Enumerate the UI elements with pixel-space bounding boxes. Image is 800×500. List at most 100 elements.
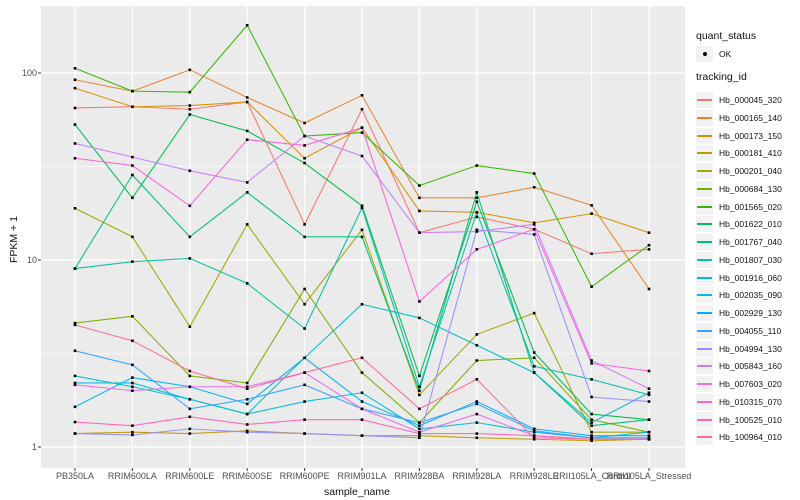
data-point [131,430,134,434]
x-tick-label: PB350LA [55,471,95,481]
legend-label: Hb_000684_130 [719,183,782,194]
legend-label: Hb_000165_140 [719,112,782,123]
data-point [245,191,249,194]
data-point [360,391,364,395]
data-point [245,381,249,385]
data-point [245,402,249,406]
data-point [532,429,536,433]
legend-key-swatch [696,216,713,233]
legend-key-swatch [696,163,713,179]
legend-key-swatch [696,429,713,446]
data-point [532,311,536,315]
data-point [532,430,536,434]
data-point [360,126,364,129]
x-tick-label: RRII105LA_Control [552,471,631,481]
data-point [303,432,306,435]
data-point [131,260,134,263]
legend-key-swatch [696,180,713,197]
data-point [360,107,364,111]
data-point [590,436,593,440]
data-point [590,424,593,427]
data-point [188,415,192,419]
legend-label: Hb_001565_020 [719,201,782,212]
legend-line-icon [697,152,712,155]
data-point [188,427,192,431]
data-point [73,207,77,210]
data-point [360,302,364,306]
data-point [532,221,536,225]
data-point [360,356,364,360]
legend-label: Hb_004055_110 [719,325,782,336]
x-axis-title: sample_name [324,486,390,498]
legend-line-icon [697,418,712,421]
data-point [475,432,479,435]
y-axis-title: FPKM + 1 [8,216,20,263]
x-tick-label: RRIM928BA [394,471,445,481]
legend-line-icon [697,436,712,439]
data-point [647,369,651,373]
data-point [188,107,192,111]
data-point [131,376,134,379]
data-point [590,412,593,416]
x-tick-label: RRIM928LA [452,471,502,481]
x-tick-label: RRIM600LE [165,471,215,481]
data-point [73,381,77,385]
data-point [131,381,134,385]
x-tick-label: RRIM600SE [222,471,273,481]
data-point [475,230,479,233]
data-point [647,248,651,251]
data-point [590,439,593,443]
legend-key-swatch [696,305,713,321]
point-marker-icon [702,52,707,56]
data-point [73,86,77,90]
data-point [647,418,651,421]
data-point [245,397,249,401]
x-tick-label: RRII105LA_Stressed [606,471,692,481]
data-point [303,287,306,291]
data-point [647,437,651,441]
data-point [647,430,651,434]
data-point [647,387,651,391]
data-point [647,391,651,395]
data-point [303,418,306,421]
legend-line-icon [697,329,712,332]
data-point [303,144,306,147]
legend-key-swatch [696,92,713,108]
data-point [532,365,536,368]
data-point [590,418,593,421]
legend-line-icon [697,400,712,403]
data-point [418,374,421,378]
data-point [303,156,306,160]
legend-line-icon [697,312,712,314]
data-point [532,436,536,440]
data-point [532,351,536,354]
data-point [475,196,479,200]
data-point [360,371,364,374]
data-point [188,104,192,107]
data-point [73,420,77,424]
data-point [475,164,479,167]
data-point [303,134,306,138]
legend-line-icon [697,223,712,226]
data-point [475,215,479,219]
data-point [475,402,479,406]
data-point [131,155,134,159]
legend-key-swatch [696,127,713,144]
data-point [303,121,306,125]
data-point [475,210,479,214]
legend-label: Hb_002929_130 [719,308,782,318]
legend-key-swatch [696,393,713,410]
data-point [188,432,192,435]
y-tick-label: 100 [21,68,37,78]
data-point [532,233,536,236]
legend-label: Hb_100964_010 [719,432,782,443]
data-point [245,282,249,285]
data-point [188,68,192,72]
legend-label: Hb_001622_010 [719,219,782,230]
data-point [532,427,536,431]
legend-label: Hb_000181_410 [719,148,782,159]
data-point [532,437,536,441]
data-point [647,287,651,291]
legend-line-icon [697,99,712,101]
data-point [303,223,306,226]
